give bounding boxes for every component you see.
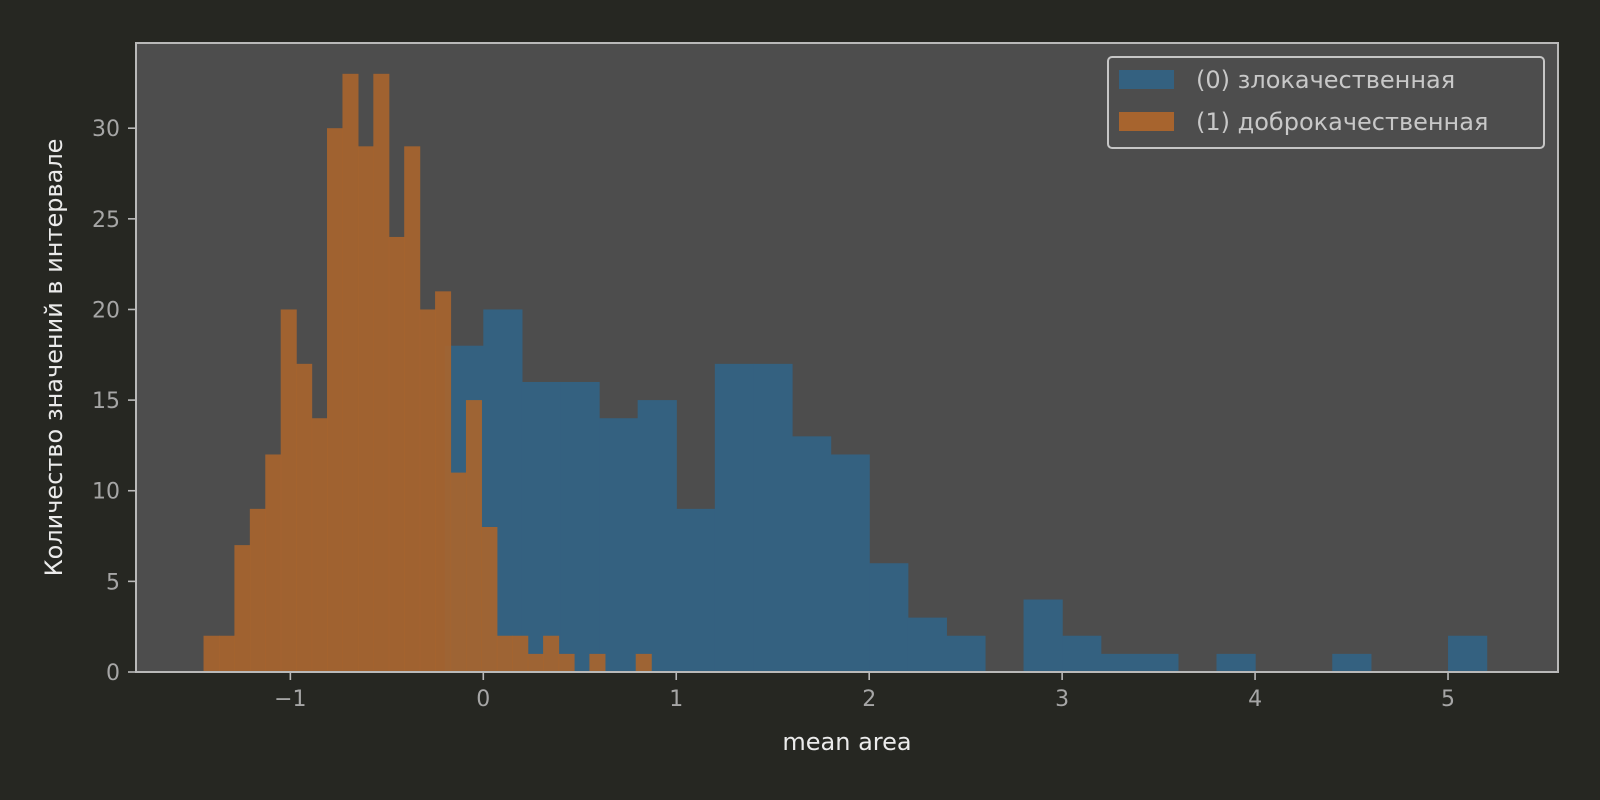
bar-benign-18 [481, 526, 498, 672]
bar-benign-17 [465, 400, 482, 672]
y-tick-label: 5 [106, 570, 120, 595]
bar-benign-28 [635, 653, 652, 672]
y-tick-label: 15 [92, 389, 120, 414]
y-tick-label: 0 [106, 661, 120, 686]
bar-malignant-20 [1216, 653, 1256, 672]
bar-benign-7 [311, 418, 328, 672]
y-axis-title: Количество значений в интервале [40, 139, 68, 577]
legend: (0) злокачественная (1) доброкачественна… [1107, 56, 1545, 149]
series-benign-bars [203, 73, 652, 673]
bar-benign-2 [234, 545, 251, 672]
bar-malignant-11 [869, 563, 909, 672]
bar-benign-21 [527, 653, 544, 672]
bar-benign-16 [450, 472, 467, 672]
y-tick-label: 10 [92, 480, 120, 505]
x-tick-label: −1 [274, 687, 306, 712]
x-tick-label: 4 [1248, 687, 1262, 712]
x-tick-label: 1 [669, 687, 683, 712]
bar-benign-20 [512, 635, 529, 672]
bar-benign-22 [543, 635, 560, 672]
bar-malignant-8 [753, 363, 793, 672]
bar-benign-11 [373, 73, 390, 673]
bar-benign-6 [296, 363, 313, 672]
x-tick-label: 0 [476, 687, 490, 712]
bar-benign-8 [327, 128, 344, 672]
bar-malignant-7 [714, 363, 755, 672]
bar-malignant-26 [1448, 635, 1488, 672]
x-axis: −1 0 1 2 3 4 5 [274, 672, 1455, 712]
bar-malignant-6 [676, 508, 716, 672]
bar-malignant-4 [599, 418, 639, 672]
bar-malignant-2 [521, 381, 562, 672]
bar-benign-3 [249, 508, 266, 672]
bar-malignant-16 [1062, 635, 1102, 672]
bar-benign-14 [419, 309, 436, 672]
bar-malignant-9 [792, 436, 832, 672]
legend-swatch-malignant [1119, 70, 1174, 89]
bar-malignant-13 [946, 635, 986, 672]
bar-malignant-18 [1139, 653, 1179, 672]
legend-box [1107, 56, 1545, 149]
bar-benign-15 [435, 291, 452, 672]
bar-benign-19 [496, 635, 513, 672]
bar-malignant-23 [1332, 653, 1372, 672]
bar-benign-10 [357, 146, 374, 673]
legend-swatch-benign [1119, 112, 1174, 131]
bar-benign-12 [388, 236, 405, 672]
bar-malignant-10 [830, 454, 870, 672]
bar-malignant-12 [907, 617, 947, 672]
bar-benign-23 [558, 653, 575, 672]
y-tick-label: 25 [92, 208, 120, 233]
legend-label-malignant: (0) злокачественная [1196, 66, 1455, 94]
bar-benign-1 [218, 635, 236, 672]
bar-benign-5 [280, 309, 297, 672]
x-tick-label: 2 [862, 687, 876, 712]
x-tick-label: 5 [1441, 687, 1455, 712]
y-tick-label: 20 [92, 298, 120, 323]
bar-benign-0 [203, 635, 220, 672]
bar-malignant-17 [1100, 653, 1140, 672]
x-tick-label: 3 [1055, 687, 1069, 712]
bar-benign-25 [589, 653, 606, 672]
bar-benign-13 [404, 146, 421, 673]
y-tick-label: 30 [92, 117, 120, 142]
x-axis-title: mean area [782, 728, 911, 756]
bar-malignant-3 [560, 381, 600, 672]
bar-malignant-15 [1023, 599, 1063, 672]
legend-label-benign: (1) доброкачественная [1196, 108, 1488, 136]
bar-benign-4 [265, 454, 282, 672]
y-axis: 0 5 10 15 20 25 30 [92, 117, 136, 686]
bar-benign-9 [342, 73, 359, 673]
bar-malignant-5 [637, 400, 677, 672]
plot-frame [135, 42, 1559, 673]
